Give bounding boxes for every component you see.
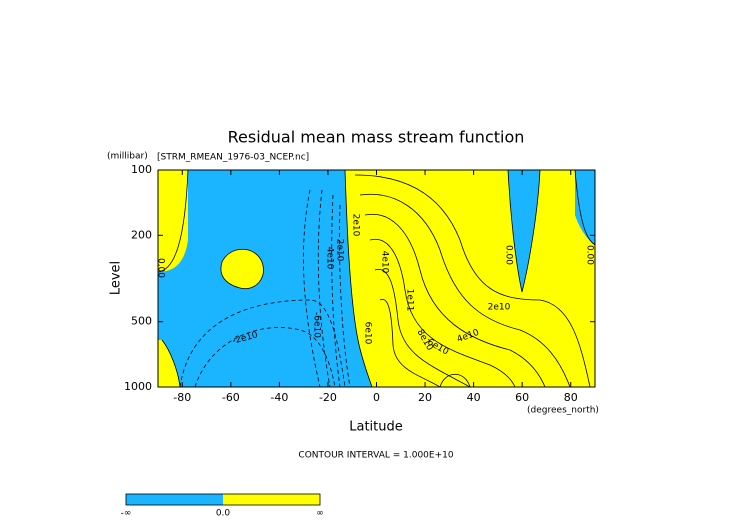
positive-island <box>220 249 264 289</box>
y-tick-label: 1000 <box>124 380 152 393</box>
chart-title: Residual mean mass stream function <box>228 128 525 147</box>
colorbar: -∞ 0.0 ∞ <box>121 493 324 519</box>
x-tick-label: 40 <box>467 391 481 404</box>
zero-contour <box>574 169 596 246</box>
contour-label: 2e10 <box>335 239 345 262</box>
colorbar-label: 0.0 <box>216 509 231 519</box>
negative-contour <box>317 189 331 388</box>
x-tick-label: 80 <box>564 391 578 404</box>
contour-field <box>157 169 596 388</box>
y-unit: (millibar) <box>107 152 148 162</box>
positive-contour <box>439 373 471 388</box>
x-tick-label: 20 <box>418 391 432 404</box>
contour-label: 2e10 <box>351 214 361 237</box>
zero-contour <box>157 169 189 273</box>
x-unit: (degrees_north) <box>527 406 599 416</box>
colorbar-negative <box>126 494 223 505</box>
y-tick-label: 500 <box>131 315 152 328</box>
contour-label: 4e10 <box>325 247 335 270</box>
zero-contour <box>344 169 373 388</box>
positive-contour <box>359 193 571 388</box>
negative-contour <box>179 299 346 388</box>
colorbar-frame <box>125 493 321 506</box>
positive-contour <box>369 238 516 388</box>
zero-contour <box>220 248 264 290</box>
positive-contour <box>364 213 546 388</box>
contour-label: -6e10 <box>312 312 322 338</box>
x-tick-label: 60 <box>515 391 529 404</box>
x-tick-label: -20 <box>319 391 337 404</box>
contour-label: 0.00 <box>585 245 595 265</box>
contour-label: 2e10 <box>488 303 511 313</box>
zero-contour <box>161 339 181 388</box>
contour-label: 6e10 <box>363 322 373 345</box>
contour-label: 0.00 <box>156 258 166 278</box>
negative-region <box>158 170 372 387</box>
negative-region <box>575 170 595 245</box>
contour-label: 0.00 <box>504 245 514 265</box>
negative-contour <box>339 204 351 388</box>
y-tick-label: 100 <box>131 163 152 176</box>
negative-contour <box>331 194 341 388</box>
negative-contour <box>194 327 336 388</box>
x-tick-label: -40 <box>270 391 288 404</box>
positive-contour <box>379 299 441 388</box>
y-tick-label: 200 <box>131 228 152 241</box>
y-axis-label: Level <box>109 261 124 295</box>
colorbar-positive <box>223 494 320 505</box>
x-tick-label: -60 <box>222 391 240 404</box>
contour-label: 1e11 <box>405 289 415 312</box>
colorbar-label: ∞ <box>316 509 324 519</box>
positive-contour <box>374 269 471 388</box>
subtitle: [STRM_RMEAN_1976-03_NCEP.nc] <box>157 153 309 163</box>
x-axis-label: Latitude <box>349 420 403 435</box>
positive-contour <box>354 174 591 388</box>
zero-contour <box>507 169 541 293</box>
x-tick-label: -80 <box>173 391 191 404</box>
x-tick-label: 0 <box>373 391 380 404</box>
contour-label: 4e10 <box>380 251 390 274</box>
contour-interval: CONTOUR INTERVAL = 1.000E+10 <box>298 451 453 461</box>
negative-contour <box>303 189 321 388</box>
negative-region <box>508 170 540 292</box>
colorbar-label: -∞ <box>121 509 132 519</box>
